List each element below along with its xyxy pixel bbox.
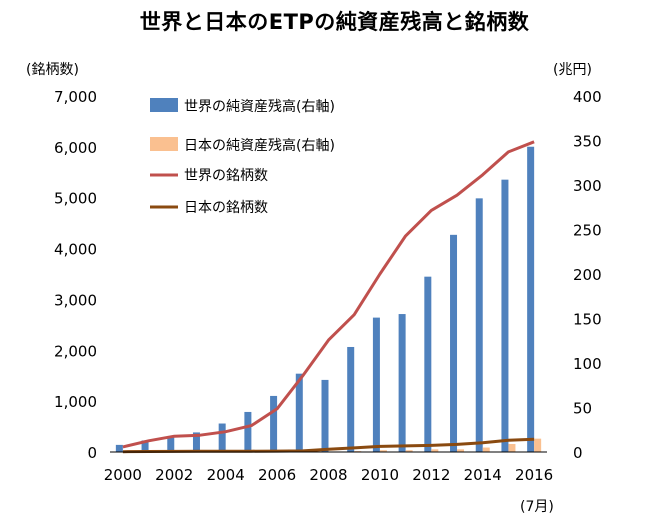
bar-world-assets-2013 (450, 234, 458, 452)
y-right-tick-6: 300 (573, 177, 602, 195)
legend-label-japan-count: 日本の銘柄数 (184, 200, 268, 216)
legend-label-world-count: 世界の銘柄数 (184, 168, 268, 184)
left-axis-unit-label: (銘柄数) (26, 62, 79, 78)
bar-world-assets-2005 (244, 411, 252, 452)
line-world-count (122, 140, 535, 449)
chart-title: 世界と日本のETPの純資産残高と銘柄数 (139, 10, 530, 34)
y-right-tick-2: 100 (573, 355, 602, 373)
y-left-tick-0: 0 (87, 444, 97, 462)
legend-label-japan-assets: 日本の純資産残高(右軸) (184, 137, 335, 154)
y-left-tick-1: 1,000 (54, 393, 97, 411)
legend-swatch-world-assets (150, 98, 178, 112)
line-layer (122, 140, 535, 454)
axes-layer: 0 1,000 2,000 3,000 4,000 5,000 6,000 7,000 0 50 1… (54, 88, 602, 484)
right-axis-unit-label: (兆円) (553, 62, 592, 78)
bar-world-assets-2012 (424, 276, 432, 452)
bar-japan-assets-2012 (431, 449, 439, 452)
bar-japan-assets-2011 (405, 450, 413, 452)
x-tick-2006: 2006 (258, 466, 296, 484)
x-tick-2016: 2016 (515, 466, 553, 484)
x-tick-2000: 2000 (104, 466, 142, 484)
y-left-tick-5: 5,000 (54, 190, 97, 208)
y-left-tick-2: 2,000 (54, 342, 97, 360)
y-left-tick-7: 7,000 (54, 88, 97, 106)
line-japan-count (122, 437, 535, 454)
y-left-tick-4: 4,000 (54, 241, 97, 259)
bar-world-assets-2016 (527, 146, 535, 453)
x-tick-2012: 2012 (412, 466, 450, 484)
bar-layer (115, 146, 542, 453)
y-right-tick-7: 350 (573, 133, 602, 151)
bar-japan-assets-2013 (457, 449, 465, 452)
x-tick-2014: 2014 (464, 466, 502, 484)
bar-world-assets-2004 (218, 423, 226, 452)
bar-japan-assets-2015 (508, 443, 516, 452)
bar-japan-assets-2010 (379, 450, 387, 452)
x-tick-2008: 2008 (309, 466, 347, 484)
bar-japan-assets-2014 (482, 447, 490, 452)
bar-world-assets-2015 (501, 179, 509, 452)
legend-swatch-japan-assets (150, 137, 178, 151)
bar-world-assets-2007 (295, 373, 303, 452)
y-right-tick-8: 400 (573, 88, 602, 106)
y-right-tick-5: 250 (573, 222, 602, 240)
bar-world-assets-2010 (372, 317, 380, 452)
bar-world-assets-2002 (167, 435, 175, 452)
bar-world-assets-2011 (398, 314, 406, 452)
x-tick-2004: 2004 (207, 466, 245, 484)
legend: 世界の純資産残高(右軸) 日本の純資産残高(右軸) 世界の銘柄数 日本の銘柄数 (150, 98, 335, 216)
y-left-tick-3: 3,000 (54, 291, 97, 309)
y-right-tick-1: 50 (573, 400, 592, 418)
bar-world-assets-2001 (141, 440, 149, 452)
bar-world-assets-2000 (115, 444, 123, 452)
x-tick-2002: 2002 (155, 466, 193, 484)
bar-world-assets-2008 (321, 379, 329, 452)
y-left-tick-6: 6,000 (54, 139, 97, 157)
y-right-tick-0: 0 (573, 444, 583, 462)
x-axis-month-note: (7月) (520, 499, 554, 515)
bar-world-assets-2009 (347, 346, 355, 452)
y-right-tick-3: 150 (573, 311, 602, 329)
bar-world-assets-2006 (270, 395, 278, 452)
bar-world-assets-2014 (475, 198, 483, 452)
bar-world-assets-2003 (192, 432, 200, 452)
bar-japan-assets-2016 (534, 438, 542, 452)
legend-label-world-assets: 世界の純資産残高(右軸) (184, 98, 335, 115)
x-tick-2010: 2010 (361, 466, 399, 484)
y-right-tick-4: 200 (573, 266, 602, 284)
